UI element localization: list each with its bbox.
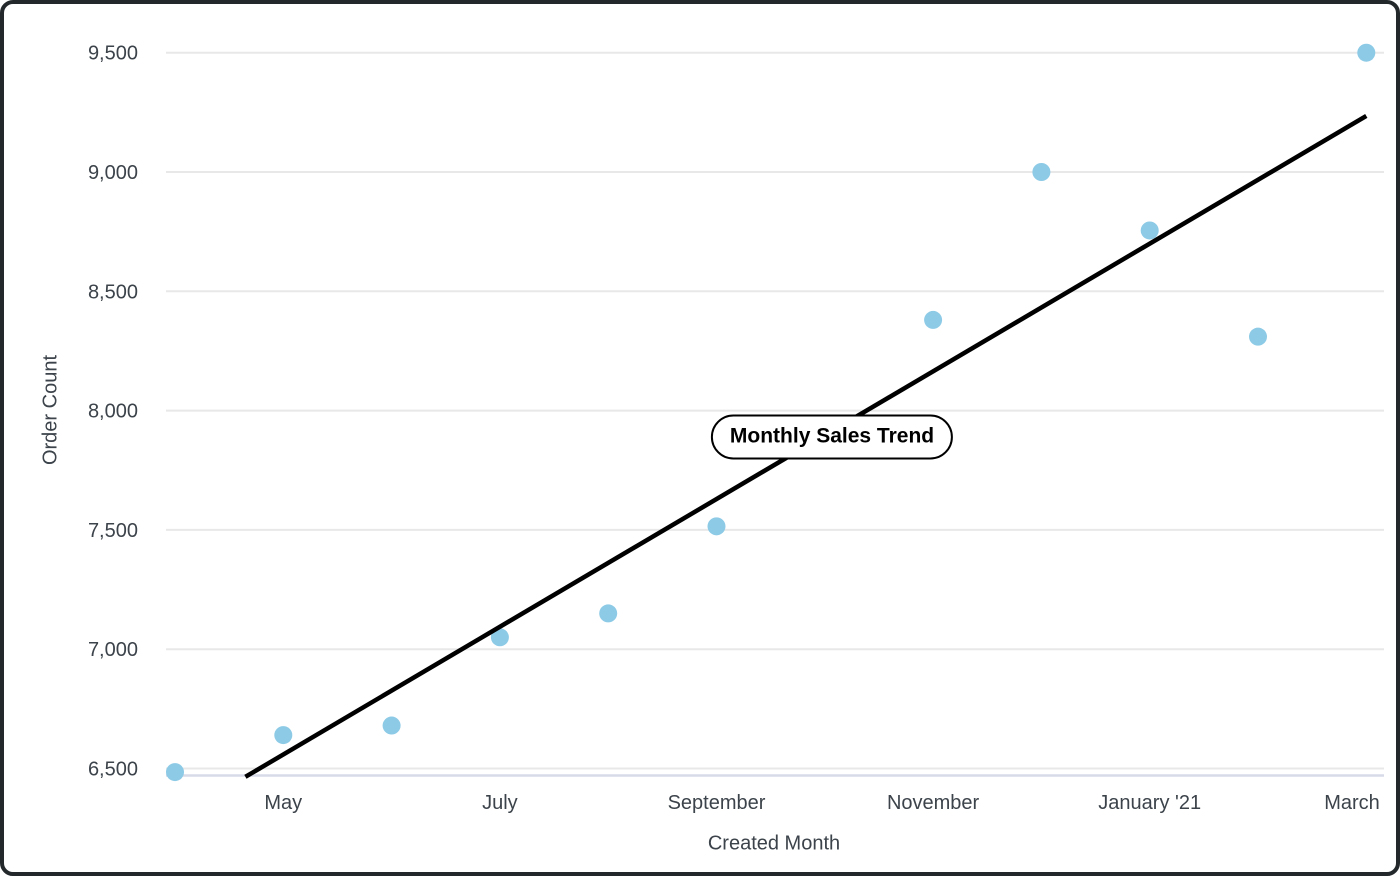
data-point[interactable]	[599, 604, 618, 623]
y-tick-label: 7,500	[88, 520, 138, 542]
data-point[interactable]	[1357, 43, 1376, 62]
scatter-chart[interactable]: 6,500 7,000 7,500 8,000 8,500 9,000 9,500 May Ju…	[4, 4, 1396, 872]
x-tick-label: March	[1324, 792, 1380, 814]
y-tick-label: 9,500	[88, 43, 138, 65]
y-tick-label: 6,500	[88, 759, 138, 781]
data-point[interactable]	[274, 726, 293, 745]
data-point[interactable]	[1140, 221, 1159, 240]
data-point[interactable]	[707, 517, 726, 536]
data-point[interactable]	[1249, 327, 1267, 346]
x-tick-label: May	[264, 792, 302, 814]
y-tick-label: 8,500	[88, 281, 138, 303]
y-tick-label: 8,000	[88, 401, 138, 423]
y-axis-title: Order Count	[39, 354, 62, 466]
x-axis-title: Created Month	[707, 832, 841, 855]
x-tick-label: November	[887, 792, 980, 814]
data-point[interactable]	[166, 763, 184, 782]
y-tick-label: 9,000	[88, 162, 138, 184]
data-point[interactable]	[490, 628, 509, 647]
x-tick-label: September	[668, 792, 766, 814]
data-point[interactable]	[1032, 163, 1051, 181]
trend-annotation-badge[interactable]: Monthly Sales Trend	[710, 414, 954, 460]
x-tick-label: January '21	[1098, 792, 1201, 814]
x-tick-label: July	[482, 792, 518, 814]
data-point[interactable]	[924, 310, 943, 329]
y-tick-label: 7,000	[88, 639, 138, 661]
data-point[interactable]	[382, 716, 401, 735]
